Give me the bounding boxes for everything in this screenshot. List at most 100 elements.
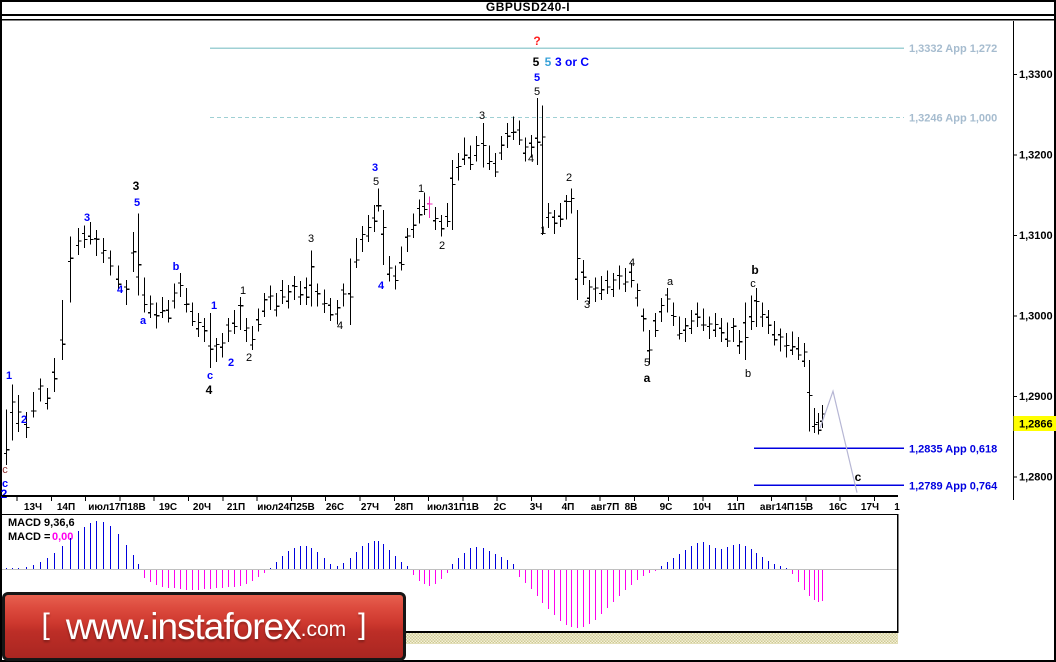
price-bar-open-tick (783, 345, 786, 347)
price-axis-tick-label: 1,3200 (1019, 150, 1053, 162)
macd-bar-positive (270, 568, 272, 569)
price-bar-close-tick (752, 321, 755, 323)
instaforex-logo-link[interactable]: [www.instaforex .com] (2, 592, 406, 661)
macd-panel-bottom-border (2, 631, 898, 633)
price-bar-close-tick (567, 201, 570, 203)
price-bar (774, 321, 776, 346)
price-bar-close-tick (787, 344, 790, 346)
price-bar-close-tick (104, 249, 107, 252)
price-bar (180, 272, 182, 297)
price-bar (84, 225, 86, 248)
macd-bar-positive (33, 565, 35, 569)
macd-bar-positive (709, 545, 711, 569)
price-bar (306, 277, 308, 306)
macd-bar-negative (637, 570, 639, 580)
wave-label: 2 (246, 352, 252, 364)
macd-bar-positive (350, 558, 352, 569)
price-bar-open-tick (327, 304, 330, 306)
macd-bar-positive (96, 521, 98, 569)
price-bar (814, 408, 816, 434)
macd-bar-positive (78, 531, 80, 569)
price-bar (62, 300, 64, 360)
price-bar (288, 284, 290, 309)
fib-level-label: 1,2789 App 0,764 (909, 480, 998, 492)
logo-tld-text: .com (300, 617, 347, 641)
time-axis-label: 9С (660, 502, 673, 513)
price-bar-close-tick (668, 298, 671, 300)
macd-bar-positive (294, 548, 296, 569)
price-bar-close-tick (119, 283, 122, 285)
price-bar (33, 391, 35, 418)
price-bar (739, 329, 741, 355)
price-bar-close-tick (134, 251, 137, 253)
price-bar-open-tick (646, 350, 649, 352)
bottom-dither-strip (2, 633, 898, 644)
price-bar-open-tick (622, 283, 625, 285)
price-bar-close-tick (414, 224, 417, 226)
price-bar-open-tick (67, 261, 70, 263)
price-bar-open-tick (516, 129, 519, 131)
price-bar-open-tick (616, 274, 619, 276)
macd-bar-negative (447, 570, 449, 573)
wave-label: ? (533, 34, 540, 48)
macd-bar-positive (489, 551, 491, 569)
time-axis-label: авг14П (760, 502, 794, 513)
price-bar (495, 152, 497, 178)
price-bar (637, 283, 639, 307)
price-bar-open-tick (634, 297, 637, 299)
macd-bar-negative (144, 570, 146, 578)
price-bar-close-tick (85, 238, 88, 241)
macd-bar-positive (407, 566, 409, 569)
price-bar-open-tick (528, 142, 531, 144)
macd-bar-positive (721, 549, 723, 569)
price-bar-open-tick (534, 137, 537, 139)
price-bar (133, 231, 135, 273)
price-bar (762, 302, 764, 327)
price-bar-open-tick (806, 392, 809, 394)
price-bar (447, 202, 449, 227)
price-bar-close-tick (819, 429, 822, 431)
macd-bar-negative (413, 570, 415, 575)
price-bar-open-tick (267, 296, 270, 298)
price-bar-open-tick (688, 328, 691, 330)
wave-label: 5 (534, 72, 540, 84)
price-bar-open-tick (195, 328, 198, 330)
wave-label: 5 (644, 357, 650, 369)
price-bar-close-tick (181, 284, 184, 287)
macd-bar-negative (655, 570, 657, 571)
price-bar-close-tick (283, 296, 286, 298)
price-bar-close-tick (520, 139, 523, 141)
price-bar-close-tick (502, 144, 505, 146)
price-bar-close-tick (211, 348, 214, 350)
price-bar-open-tick (135, 276, 138, 278)
macd-bar-negative (537, 570, 539, 596)
time-axis-label: 20Ч (193, 502, 211, 513)
macd-bar-positive (300, 546, 302, 569)
projection-group (819, 389, 858, 493)
price-bar (216, 338, 218, 363)
price-bar-close-tick (805, 351, 808, 353)
wave-label: 2 (566, 172, 572, 184)
price-bar (337, 300, 339, 325)
price-bar (780, 328, 782, 352)
macd-bar-positive (697, 543, 699, 569)
time-axis-label: 27Ч (361, 502, 379, 513)
time-axis-label: 8В (625, 502, 638, 513)
macd-bar-positive (727, 547, 729, 569)
price-bar-close-tick (465, 154, 468, 156)
macd-bar-negative (192, 570, 194, 590)
macd-bar-negative (222, 570, 224, 588)
price-bar (198, 313, 200, 338)
wave-label: 2 (439, 240, 445, 252)
price-bar-close-tick (235, 325, 238, 327)
price-bar (458, 152, 460, 181)
price-bar (54, 358, 56, 392)
time-axis-tick (290, 497, 292, 501)
price-bar-open-tick (789, 349, 792, 351)
price-bar-open-tick (444, 215, 447, 217)
time-axis-tick (874, 497, 875, 501)
price-bar-open-tick (706, 326, 709, 328)
macd-bar-positive (495, 554, 497, 569)
time-axis-label: 26С (326, 502, 344, 513)
price-bar-open-tick (510, 131, 513, 133)
